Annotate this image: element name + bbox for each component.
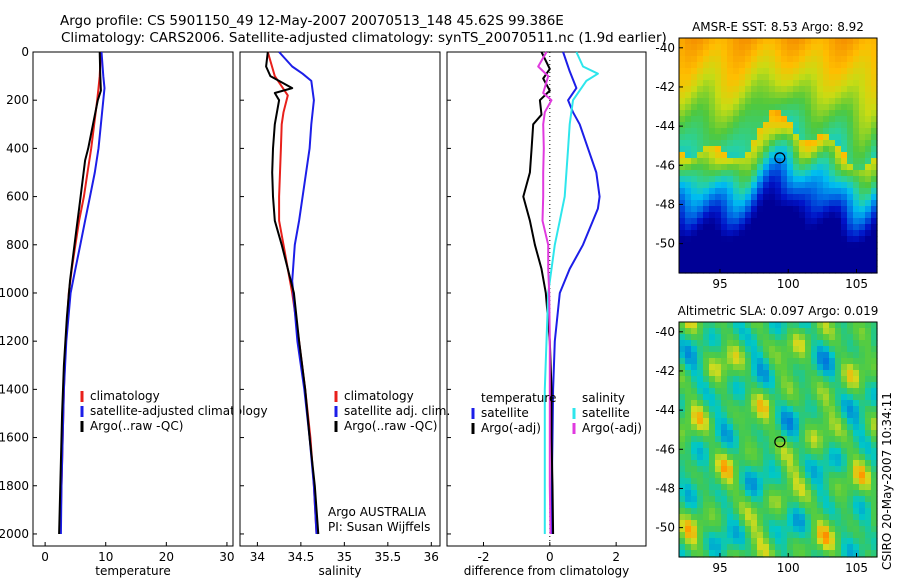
x-axis-label: temperature (95, 564, 170, 578)
y-tick-label: 0 (21, 45, 29, 59)
map-field-sla-map (679, 322, 878, 558)
series-line-difference-temperature-satellite (550, 51, 601, 535)
x-tick-label: 34 (250, 550, 265, 564)
y-tick-label: 1800 (0, 479, 29, 493)
axes-frame-salinity (239, 51, 441, 547)
map-x-tick-label: 95 (712, 277, 727, 291)
x-tick-label: -2 (477, 550, 489, 564)
map-y-tick-label: -40 (655, 41, 675, 55)
x-tick-label: 2 (612, 550, 620, 564)
legend-entry: satellite (582, 406, 630, 420)
legend-entry: climatology (90, 389, 160, 403)
map-frame-sst-map (678, 37, 878, 274)
x-axis-label: difference from climatology (464, 564, 630, 578)
y-tick-label: 2000 (0, 527, 29, 541)
map-y-tick-label: -42 (655, 364, 675, 378)
x-tick-label: 35.5 (374, 550, 401, 564)
annotation-text: Argo AUSTRALIA (328, 505, 427, 519)
x-tick-label: 36 (424, 550, 439, 564)
title-line-2: Climatology: CARS2006. Satellite-adjuste… (61, 30, 667, 46)
x-tick-label: 20 (159, 550, 174, 564)
x-tick-label: 10 (98, 550, 113, 564)
series-line-difference-temperature-argo-adj- (522, 51, 555, 535)
map-y-tick-label: -44 (655, 119, 675, 133)
y-tick-label: 400 (6, 141, 29, 155)
map-y-tick-label: -48 (655, 197, 675, 211)
legend-entry: Argo(-adj) (582, 421, 642, 435)
legend-group-title: salinity (582, 391, 625, 405)
legend-entry: Argo(-adj) (481, 421, 541, 435)
map-field-sst-map (679, 38, 878, 274)
series-line-difference-salinity-satellite (543, 51, 599, 534)
y-tick-label: 1000 (0, 286, 29, 300)
x-tick-label: 0 (41, 550, 49, 564)
y-tick-label: 1200 (0, 334, 29, 348)
map-y-tick-label: -50 (655, 237, 675, 251)
legend-group-title: temperature (481, 391, 556, 405)
x-axis-label: salinity (318, 564, 361, 578)
legend-entry: satellite adj. clim. (344, 404, 450, 418)
annotation-text: PI: Susan Wijffels (328, 520, 430, 534)
y-tick-label: 200 (6, 93, 29, 107)
legend-entry: Argo(..raw -QC) (90, 419, 183, 433)
legend-entry: satellite (481, 406, 529, 420)
series-line-salinity-argo-raw-qc- (265, 51, 320, 535)
legend-clip-mask (233, 380, 240, 440)
y-tick-label: 600 (6, 190, 29, 204)
y-tick-label: 1400 (0, 382, 29, 396)
argo-location-marker (774, 436, 786, 448)
legend-entry: climatology (344, 389, 414, 403)
x-tick-label: 0 (546, 550, 554, 564)
map-x-tick-label: 100 (777, 561, 800, 575)
map-title: Altimetric SLA: 0.097 Argo: 0.019 (678, 304, 879, 318)
series-line-temperature-satellite-adjusted-climatology (59, 51, 106, 535)
y-tick-label: 1600 (0, 431, 29, 445)
map-y-tick-label: -48 (655, 481, 675, 495)
series-line-difference-salinity-argo-adj- (537, 51, 553, 535)
map-y-tick-label: -46 (655, 158, 675, 172)
argo-location-marker (774, 152, 786, 164)
x-tick-label: 35 (337, 550, 352, 564)
x-tick-label: 30 (219, 550, 234, 564)
map-frame-sla-map (678, 321, 878, 558)
x-tick-label: 34.5 (288, 550, 315, 564)
map-y-tick-label: -44 (655, 403, 675, 417)
map-y-tick-label: -40 (655, 325, 675, 339)
map-y-tick-label: -50 (655, 521, 675, 535)
map-x-tick-label: 100 (777, 277, 800, 291)
title-line-1: Argo profile: CS 5901150_49 12-May-2007 … (60, 13, 564, 29)
map-y-tick-label: -42 (655, 80, 675, 94)
legend-entry: satellite-adjusted climatology (90, 404, 268, 418)
axes-frame-temperature (32, 51, 234, 547)
map-x-tick-label: 95 (712, 561, 727, 575)
map-x-tick-label: 105 (845, 561, 868, 575)
legend-entry: Argo(..raw -QC) (344, 419, 437, 433)
map-x-tick-label: 105 (845, 277, 868, 291)
map-title: AMSR-E SST: 8.53 Argo: 8.92 (692, 20, 864, 34)
map-y-tick-label: -46 (655, 442, 675, 456)
y-tick-label: 800 (6, 238, 29, 252)
series-line-temperature-argo-raw-qc- (58, 51, 102, 535)
